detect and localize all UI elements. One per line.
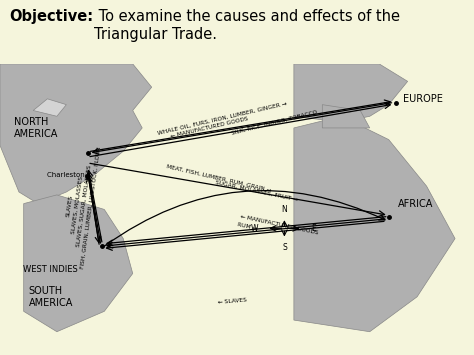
Polygon shape	[294, 64, 408, 122]
Text: SLAVES: SLAVES	[65, 195, 73, 218]
Text: FISH, GRAIN, LUMBER, LIVESTOCK, FLOUR: FISH, GRAIN, LUMBER, LIVESTOCK, FLOUR	[79, 146, 101, 269]
Text: SLAVES, MOLASSES: SLAVES, MOLASSES	[71, 176, 84, 234]
Text: To examine the causes and effects of the
Triangular Trade.: To examine the causes and effects of the…	[93, 9, 400, 42]
Text: SOUTH
AMERICA: SOUTH AMERICA	[28, 286, 73, 307]
Polygon shape	[322, 105, 370, 128]
Text: WEST INDIES: WEST INDIES	[23, 264, 78, 274]
Polygon shape	[24, 195, 133, 332]
Text: ← MANUFACTURED GOODS: ← MANUFACTURED GOODS	[240, 214, 319, 236]
Text: Objective:: Objective:	[9, 9, 93, 24]
Text: ← SLAVES: ← SLAVES	[218, 298, 246, 305]
Polygon shape	[0, 64, 152, 204]
Text: Charleston •: Charleston •	[47, 171, 91, 178]
Text: RUM →: RUM →	[237, 222, 257, 231]
Text: SILK, RICE, INDIGO, TOBACCO: SILK, RICE, INDIGO, TOBACCO	[231, 109, 318, 136]
Text: SUGAR, MOLASSES, FRUIT →: SUGAR, MOLASSES, FRUIT →	[215, 180, 298, 202]
Text: AFRICA: AFRICA	[398, 199, 434, 209]
Text: NORTH
AMERICA: NORTH AMERICA	[14, 117, 59, 139]
Text: EUROPE: EUROPE	[403, 94, 443, 104]
Polygon shape	[33, 99, 66, 116]
Text: W: W	[250, 224, 258, 233]
Text: ← MANUFACTURED GOODS: ← MANUFACTURED GOODS	[170, 117, 248, 140]
Text: N: N	[282, 205, 287, 214]
Text: MEAT, FISH, LUMBER, RUM, GRAIN →: MEAT, FISH, LUMBER, RUM, GRAIN →	[166, 163, 272, 192]
Polygon shape	[294, 116, 455, 332]
Text: S: S	[282, 243, 287, 252]
Text: SLAVES, SUGAR, MOLASSES: SLAVES, SUGAR, MOLASSES	[75, 165, 92, 247]
Text: E: E	[311, 224, 316, 233]
Text: WHALE OIL, FURS, IRON, LUMBER, GINGER →: WHALE OIL, FURS, IRON, LUMBER, GINGER →	[157, 100, 287, 135]
